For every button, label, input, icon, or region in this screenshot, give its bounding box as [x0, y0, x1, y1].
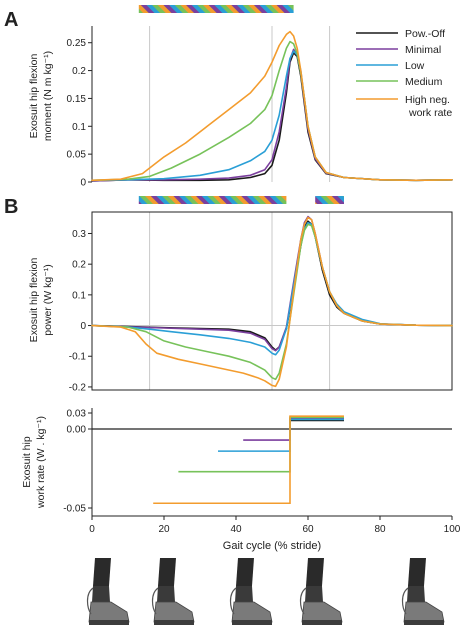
x-tick-label-1: 20	[158, 524, 170, 535]
panel-c-ytick-label-0: 0.03	[67, 409, 87, 420]
panel-b-ytick-label-0: -0.2	[69, 382, 87, 393]
x-tick-label-5: 100	[444, 524, 461, 535]
legend-label-pow-off: Pow.-Off	[405, 28, 445, 40]
panel-b-ylabel-1: Exosuit hip flexion	[28, 258, 40, 343]
walking-leg-photo-0	[86, 558, 130, 625]
x-axis-label: Gait cycle (% stride)	[223, 540, 321, 552]
panel-c-neg-step-minimal	[243, 429, 291, 441]
panel-a-series-high	[91, 30, 453, 182]
panel-c-ylabel-2: work rate (W . kg⁻¹)	[35, 416, 47, 509]
panel-c-plot: 0.03 0.00 -0.050 20 40 60 80 100	[63, 408, 461, 535]
panel-c-pos-step-high	[289, 415, 344, 429]
legend-label-medium: Medium	[405, 76, 443, 88]
walking-leg-photo-3	[299, 558, 343, 625]
panel-b-ytick-label-2: 0	[80, 321, 86, 332]
panel-b-ytick-label-3: 0.1	[72, 290, 86, 301]
x-tick-label-0: 0	[89, 524, 95, 535]
legend: Pow.-Off Minimal Low Medium High neg. wo…	[356, 28, 452, 119]
panel-c-ytick-label-2: -0.05	[63, 504, 86, 515]
panel-c-pos-step-pow_off	[289, 419, 344, 429]
panel-b-actuation-bar-1	[315, 196, 344, 204]
panel-b-letter: B	[4, 196, 18, 218]
panel-c-neg-step-high	[153, 429, 291, 505]
panel-a-letter: A	[4, 9, 18, 31]
panel-b-ytick-label-1: -0.1	[69, 352, 87, 363]
panel-b-ytick-label-5: 0.3	[72, 229, 86, 240]
x-tick-label-2: 40	[230, 524, 242, 535]
footer-photos	[86, 558, 445, 625]
x-tick-label-3: 60	[302, 524, 314, 535]
panel-a-ylabel-1: Exosuit hip flexion	[28, 54, 40, 139]
panel-a-ylabel-2: moment (N m kg⁻¹)	[42, 51, 54, 141]
panel-a-ytick-label-4: 0.2	[72, 66, 86, 77]
panel-a-ytick-label-3: 0.15	[67, 94, 87, 105]
walking-leg-photo-1	[151, 558, 195, 625]
panel-a-ytick-label-1: 0.05	[67, 150, 87, 161]
legend-label-high-2: work rate	[408, 107, 452, 119]
actuation-bars	[138, 5, 344, 204]
panel-a-actuation-bar-0	[138, 5, 294, 13]
legend-label-minimal: Minimal	[405, 44, 441, 56]
panel-c-ytick-label-1: 0.00	[67, 425, 87, 436]
panel-a-ytick-label-5: 0.25	[67, 38, 87, 49]
panel-a-plot: 0 0.05 0.1 0.15 0.2 0.25	[67, 26, 453, 189]
walking-leg-photo-4	[401, 558, 445, 625]
panel-b-ytick-label-4: 0.2	[72, 260, 86, 271]
panel-b-ylabel-2: power (W kg⁻¹)	[42, 264, 54, 335]
walking-leg-photo-2	[229, 558, 273, 625]
panel-b-axes-box	[91, 211, 453, 391]
legend-label-high-1: High neg.	[405, 94, 450, 106]
panel-b-series-high	[91, 216, 453, 388]
panel-a-ytick-label-0: 0	[80, 178, 86, 189]
legend-label-low: Low	[405, 60, 425, 72]
panel-b-actuation-bar-0	[138, 196, 287, 204]
panel-b-plot: -0.2 -0.1 0 0.1 0.2 0.3	[69, 211, 453, 393]
panel-c-ylabel-1: Exosuit hip	[21, 436, 33, 488]
x-tick-label-4: 80	[374, 524, 386, 535]
panel-a-ytick-label-2: 0.1	[72, 122, 86, 133]
